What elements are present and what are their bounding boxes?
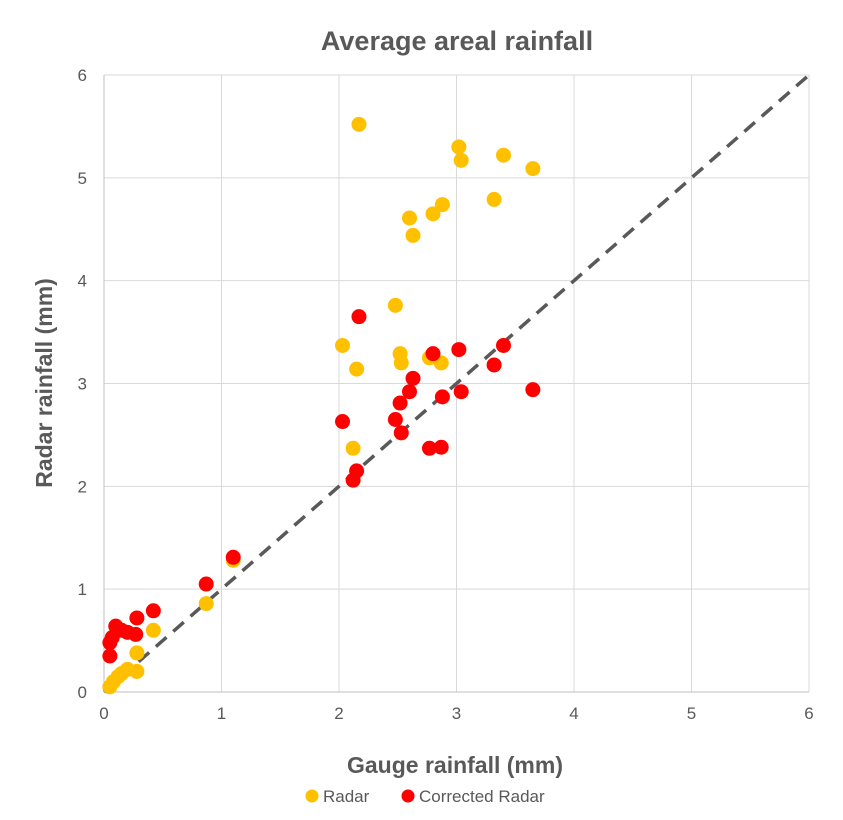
y-tick-label: 0 — [78, 683, 87, 702]
data-point — [496, 147, 511, 163]
y-tick-label: 3 — [78, 375, 87, 394]
legend-marker — [305, 789, 319, 803]
data-point — [198, 596, 214, 612]
legend-marker — [401, 789, 415, 803]
legend-label: Radar — [323, 787, 370, 806]
data-point — [335, 414, 351, 430]
data-point — [525, 382, 541, 398]
data-point — [402, 384, 417, 400]
x-tick-label: 3 — [452, 704, 461, 723]
axes: 0 1 2 3 4 5 6 0 1 2 3 4 5 6 — [78, 66, 814, 723]
legend-label: Corrected Radar — [419, 787, 545, 806]
y-axis-title: Radar rainfall (mm) — [31, 278, 57, 488]
one-to-one-reference-line — [102, 73, 811, 694]
data-point — [145, 622, 161, 638]
x-tick-label: 5 — [687, 704, 696, 723]
data-points — [102, 116, 541, 695]
data-point — [496, 337, 511, 353]
data-point — [393, 425, 409, 441]
data-point — [349, 361, 365, 377]
x-tick-label: 4 — [569, 704, 578, 723]
data-point — [145, 603, 161, 619]
x-tick-label: 2 — [334, 704, 343, 723]
series-radar — [102, 116, 541, 695]
data-point — [433, 439, 449, 455]
data-point — [434, 197, 450, 213]
y-tick-label: 4 — [78, 272, 87, 291]
data-point — [345, 440, 361, 456]
data-point — [387, 297, 403, 313]
data-point — [198, 576, 214, 592]
x-tick-label: 1 — [217, 704, 226, 723]
data-point — [351, 309, 367, 325]
data-point — [405, 227, 421, 243]
data-point — [129, 610, 145, 626]
data-point — [525, 161, 541, 177]
data-point — [393, 355, 409, 371]
data-point — [225, 549, 241, 565]
data-point — [335, 337, 351, 353]
x-tick-label: 6 — [804, 704, 813, 723]
data-point — [402, 210, 417, 226]
data-point — [129, 663, 145, 679]
chart-title: Average areal rainfall — [321, 26, 593, 56]
data-point — [405, 370, 421, 386]
data-point — [349, 463, 365, 479]
data-point — [128, 626, 144, 642]
x-axis-title: Gauge rainfall (mm) — [347, 752, 563, 778]
data-point — [102, 648, 118, 664]
data-point — [453, 384, 469, 400]
y-tick-label: 1 — [78, 580, 87, 599]
x-tick-label: 0 — [99, 704, 108, 723]
y-tick-label: 6 — [78, 66, 87, 85]
data-point — [387, 411, 403, 427]
data-point — [351, 116, 367, 132]
reference-line-layer — [102, 73, 811, 694]
data-point — [451, 139, 467, 155]
data-point — [425, 346, 441, 362]
data-point — [129, 645, 145, 661]
data-point — [425, 206, 441, 222]
series-corrected-radar — [102, 309, 541, 664]
data-point — [451, 342, 467, 358]
data-point — [486, 191, 502, 207]
legend: Radar Corrected Radar — [305, 787, 545, 806]
data-point — [392, 395, 408, 411]
data-point — [486, 357, 502, 373]
data-point — [453, 152, 469, 168]
data-point — [421, 440, 437, 456]
y-tick-label: 5 — [78, 169, 87, 188]
data-point — [434, 389, 450, 405]
y-tick-label: 2 — [78, 477, 87, 496]
